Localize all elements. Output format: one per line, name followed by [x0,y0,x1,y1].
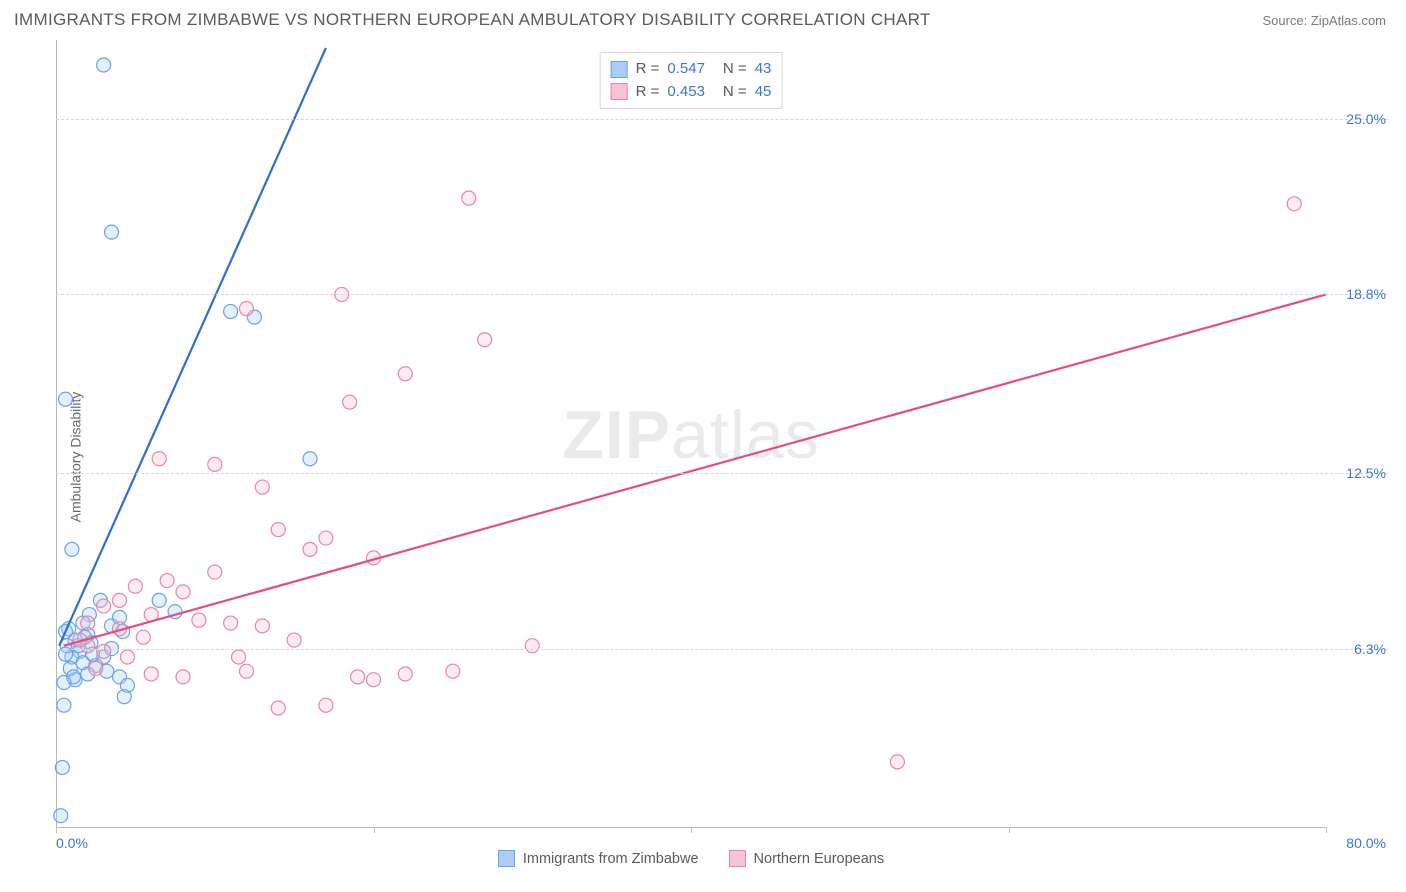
y-tick-label: 18.8% [1346,286,1386,302]
data-point [240,664,254,678]
x-tick [56,827,57,833]
chart-container: Ambulatory Disability ZIPatlas R = 0.547… [14,40,1392,874]
swatch-icon [611,83,628,100]
data-point [271,523,285,537]
data-point [319,531,333,545]
data-point [113,593,127,607]
x-tick [374,827,375,833]
data-point [1287,197,1301,211]
data-point [271,701,285,715]
data-point [57,698,71,712]
data-point [176,670,190,684]
legend-row-series-0: R = 0.547 N = 43 [611,58,772,81]
data-point [351,670,365,684]
data-point [319,698,333,712]
x-axis-max-label: 80.0% [1346,835,1386,851]
n-label: N = [723,58,747,81]
data-point [136,630,150,644]
correlation-legend: R = 0.547 N = 43 R = 0.453 N = 45 [600,52,783,109]
x-axis-min-label: 0.0% [56,835,88,851]
n-value: 45 [755,81,772,104]
data-point [255,619,269,633]
data-point [240,302,254,316]
data-point [208,457,222,471]
data-point [287,633,301,647]
legend-item-series-0: Immigrants from Zimbabwe [498,850,699,867]
series-legend: Immigrants from Zimbabwe Northern Europe… [56,850,1326,867]
legend-label: Immigrants from Zimbabwe [523,851,699,867]
data-point [303,542,317,556]
plot-area: ZIPatlas R = 0.547 N = 43 R = 0.453 N = … [56,48,1326,828]
y-tick-label: 25.0% [1346,111,1386,127]
data-point [478,333,492,347]
data-point [152,593,166,607]
r-value: 0.453 [667,81,705,104]
data-point [303,452,317,466]
x-tick [1009,827,1010,833]
data-point [81,616,95,630]
data-point [120,650,134,664]
data-point [105,225,119,239]
data-point [65,542,79,556]
gridline [56,119,1388,120]
legend-label: Northern Europeans [754,851,885,867]
data-point [446,664,460,678]
data-point [224,616,238,630]
trend-line [64,294,1326,645]
r-label: R = [636,81,660,104]
data-point [89,661,103,675]
data-point [398,367,412,381]
gridline [56,649,1388,650]
data-point [525,639,539,653]
swatch-icon [729,850,746,867]
legend-row-series-1: R = 0.453 N = 45 [611,81,772,104]
scatter-svg [56,48,1326,827]
data-point [462,191,476,205]
data-point [59,392,73,406]
legend-item-series-1: Northern Europeans [729,850,885,867]
data-point [55,761,69,775]
x-tick [691,827,692,833]
data-point [57,676,71,690]
data-point [54,809,68,823]
r-value: 0.547 [667,58,705,81]
trend-line [59,48,326,646]
data-point [367,673,381,687]
data-point [890,755,904,769]
data-point [97,599,111,613]
chart-title: IMMIGRANTS FROM ZIMBABWE VS NORTHERN EUR… [14,10,931,30]
r-label: R = [636,58,660,81]
data-point [343,395,357,409]
data-point [255,480,269,494]
y-tick-label: 12.5% [1346,465,1386,481]
data-point [224,304,238,318]
data-point [398,667,412,681]
n-label: N = [723,81,747,104]
gridline [56,294,1388,295]
gridline [56,473,1388,474]
swatch-icon [611,61,628,78]
swatch-icon [498,850,515,867]
x-tick [1326,827,1327,833]
data-point [117,690,131,704]
n-value: 43 [755,58,772,81]
data-point [160,574,174,588]
data-point [144,667,158,681]
data-point [152,452,166,466]
data-point [176,585,190,599]
data-point [97,644,111,658]
source-label: Source: ZipAtlas.com [1262,13,1386,28]
data-point [97,58,111,72]
y-tick-label: 6.3% [1354,641,1386,657]
data-point [232,650,246,664]
data-point [128,579,142,593]
data-point [208,565,222,579]
data-point [192,613,206,627]
